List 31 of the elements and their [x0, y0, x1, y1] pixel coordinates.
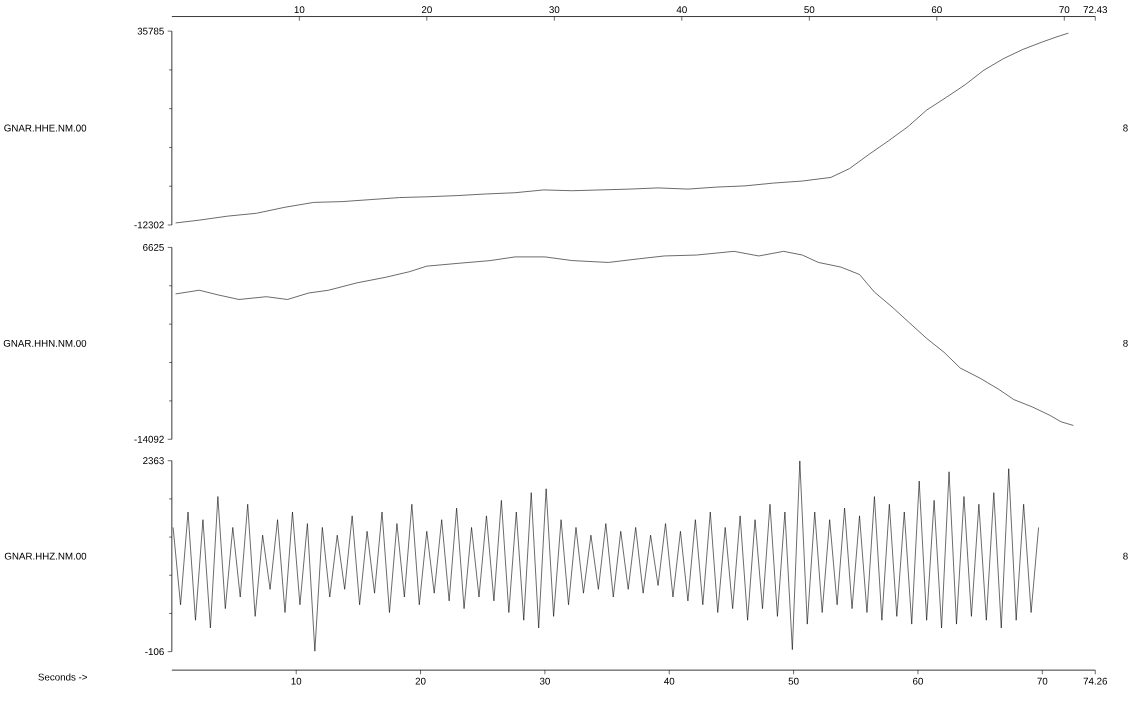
x2-tick-label: 72.43 — [1083, 6, 1108, 13]
x-axis-title: Seconds -> — [38, 673, 88, 681]
y-tick-label: -106 — [145, 648, 164, 655]
y-tick-label: 35785 — [137, 27, 164, 35]
y-tick-label: 2363 — [143, 457, 164, 465]
x-tick-label: 30 — [539, 677, 550, 685]
x2-tick-label: 60 — [931, 6, 942, 13]
x-tick-label: 20 — [415, 677, 426, 685]
x2-tick-label: 30 — [549, 6, 560, 13]
x2-tick-label: 10 — [294, 6, 305, 13]
text: 8 — [1123, 339, 1128, 347]
x-tick-label: 50 — [788, 677, 799, 685]
x-tick-label: 60 — [913, 677, 923, 685]
line-series — [175, 250, 1074, 426]
x-tick-label: 10 — [291, 677, 302, 685]
x-tick-label: 40 — [664, 677, 675, 685]
x2-tick-label: 50 — [804, 6, 815, 13]
text: 8 — [1123, 124, 1128, 132]
text: 8 — [1123, 552, 1128, 560]
x-tick-label: 74.26 — [1083, 677, 1108, 685]
y-tick-label: -12302 — [134, 221, 164, 229]
y-axis-title: GNAR.HHZ.NM.00 — [4, 552, 87, 560]
y-tick-label: -14092 — [134, 435, 164, 443]
y-tick-label: 6625 — [143, 243, 164, 251]
x2-tick-label: 40 — [676, 6, 687, 13]
x-tick-label: 70 — [1037, 677, 1048, 685]
line-series — [172, 460, 1039, 652]
y-axis-title: GNAR.HHE.NM.00 — [4, 124, 87, 132]
x2-tick-label: 20 — [421, 6, 432, 13]
x2-tick-label: 70 — [1059, 6, 1070, 13]
y-axis-title: GNAR.HHN.NM.00 — [3, 339, 87, 347]
